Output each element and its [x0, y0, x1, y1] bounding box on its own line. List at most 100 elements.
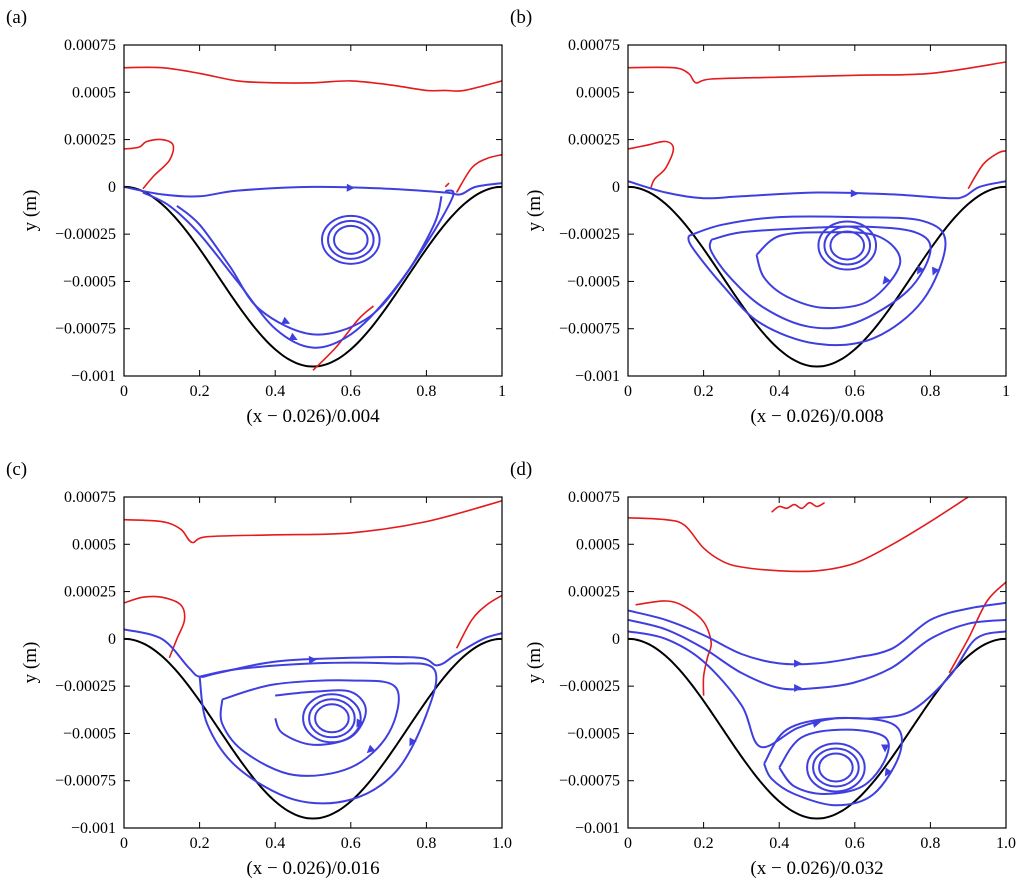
x-tick-label: 0	[624, 835, 632, 852]
streamline-arrow-3	[917, 265, 925, 275]
contour-line-4	[312, 305, 375, 371]
x-tick-label: 0	[624, 383, 632, 400]
streamline-arrow-1	[794, 659, 803, 668]
plot-frame	[123, 496, 503, 829]
streamline-2	[628, 618, 1006, 691]
contour-line-1	[124, 500, 502, 544]
streamline-arrow-5	[881, 744, 890, 753]
vortex-core-ring-2	[327, 219, 375, 260]
y-tick-label: 0.00025	[64, 584, 116, 601]
vortex-core-ring-3	[817, 220, 878, 271]
y-tick-label: −0.00075	[55, 321, 116, 338]
streamline-1	[628, 601, 1006, 666]
y-tick-label: 0.0005	[72, 536, 116, 553]
y-tick-label: 0.00075	[568, 489, 620, 506]
x-axis-title: (x − 0.026)/0.008	[750, 406, 883, 427]
streamline-2	[142, 189, 455, 349]
x-tick-label: 0.8	[416, 383, 436, 400]
vortex-core-ring-3	[321, 214, 381, 265]
y-tick-label: 0.00025	[64, 132, 116, 149]
plot-area	[628, 497, 1006, 820]
vortex-core-ring-1	[333, 224, 369, 255]
streamline-2	[198, 661, 438, 805]
vortex-core-ring-1	[818, 752, 854, 783]
streamline-4	[763, 717, 903, 807]
streamline-arrow-3	[281, 316, 291, 325]
contour-line-3	[455, 153, 502, 193]
y-tick-label: 0.00025	[568, 132, 620, 149]
panel-label: (b)	[510, 7, 532, 28]
y-tick-label: −0.001	[71, 368, 116, 385]
y-tick-label: −0.0005	[567, 725, 620, 742]
y-tick-label: 0	[108, 631, 116, 648]
wall-boundary	[628, 185, 1006, 368]
x-tick-label: 0	[120, 383, 128, 400]
x-tick-label: 0	[120, 835, 128, 852]
vortex-core-ring-2	[823, 225, 872, 266]
x-tick-label: 1.0	[996, 835, 1016, 852]
x-tick-label: 0.4	[265, 383, 285, 400]
x-tick-label: 0.8	[920, 835, 940, 852]
vortex-core-ring-2	[308, 698, 356, 739]
contour-line-4	[771, 501, 825, 513]
streamline-5	[778, 728, 890, 796]
streamline-3	[708, 225, 932, 330]
y-tick-label: 0.00075	[64, 37, 116, 54]
contour-line-2	[628, 140, 675, 189]
y-tick-label: −0.001	[575, 820, 620, 837]
y-tick-label: 0.00025	[568, 584, 620, 601]
plot-area	[124, 500, 502, 820]
x-tick-label: 0.8	[416, 835, 436, 852]
vortex-core-ring-1	[829, 230, 866, 261]
vortex-core-ring-1	[314, 703, 350, 734]
x-tick-label: 1.0	[492, 835, 512, 852]
y-tick-label: −0.001	[575, 368, 620, 385]
y-tick-label: −0.0005	[63, 725, 116, 742]
y-tick-label: 0.0005	[576, 536, 620, 553]
x-tick-label: 0.8	[920, 383, 940, 400]
streamline-1	[124, 628, 502, 678]
y-tick-label: −0.0005	[63, 273, 116, 290]
chart-panel-2: 0 0.2 0.4 0.6 0.8 1 −0.001 −0.00075 −0.0005 −0.00…	[510, 7, 1010, 427]
y-tick-label: −0.00075	[559, 321, 620, 338]
streamline-arrow-2	[288, 332, 298, 340]
panel-label: (a)	[6, 7, 27, 28]
y-tick-label: −0.00025	[559, 678, 620, 695]
streamline-4	[755, 231, 902, 310]
x-tick-label: 0.2	[694, 383, 714, 400]
plot-frame	[627, 496, 1007, 829]
y-tick-label: −0.0005	[567, 273, 620, 290]
streamline-arrow-2	[794, 684, 803, 693]
streamline-3	[628, 630, 1006, 749]
contour-line-1	[628, 61, 1006, 84]
x-tick-label: 0.2	[190, 835, 210, 852]
streamline-arrow-3	[812, 720, 821, 728]
x-axis-title: (x − 0.026)/0.032	[750, 858, 883, 879]
streamline-3	[219, 679, 400, 777]
streamline-arrow-1	[346, 183, 355, 192]
plot-area	[628, 61, 1006, 368]
streamline-arrow-2	[931, 266, 940, 276]
plot-area	[124, 66, 502, 371]
contour-line-3	[967, 150, 1006, 190]
x-tick-label: 0.6	[845, 383, 865, 400]
y-tick-label: −0.00025	[55, 226, 116, 243]
x-tick-label: 1	[1002, 383, 1010, 400]
x-tick-label: 0.2	[694, 835, 714, 852]
x-tick-label: 0.4	[769, 383, 789, 400]
y-tick-label: −0.001	[71, 820, 116, 837]
wall-boundary	[124, 185, 502, 368]
streamline-1	[628, 180, 1006, 200]
streamline-1	[124, 182, 502, 198]
streamline-arrow-1	[850, 189, 859, 198]
contour-line-2	[635, 600, 713, 696]
x-tick-label: 1	[498, 383, 506, 400]
contour-line-1	[628, 497, 969, 573]
y-axis-title: y (m)	[20, 190, 41, 232]
y-tick-label: 0.00075	[568, 37, 620, 54]
contour-line-2	[124, 138, 175, 190]
y-tick-label: −0.00025	[559, 226, 620, 243]
y-tick-label: 0	[612, 179, 620, 196]
y-tick-label: 0	[108, 179, 116, 196]
